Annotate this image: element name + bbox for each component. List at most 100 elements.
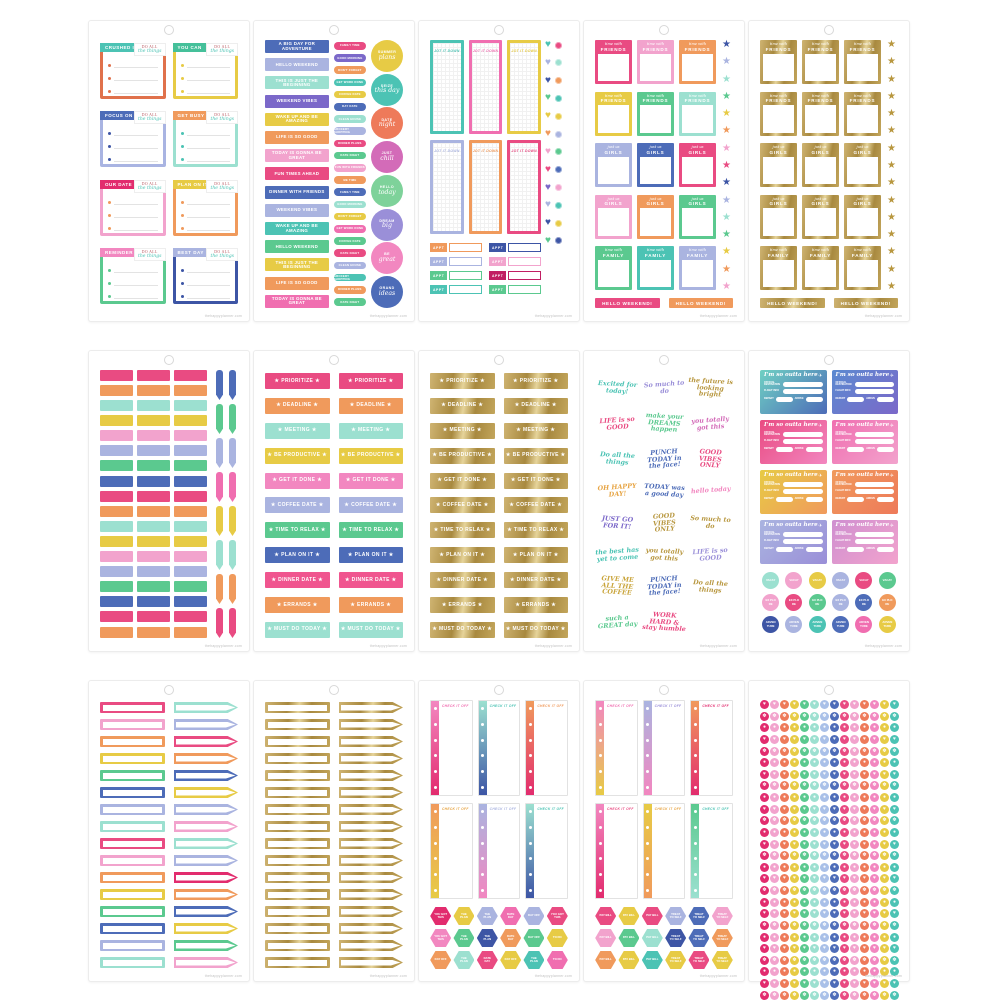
color-strip bbox=[137, 505, 170, 517]
phrase-strip: HELLO WEEKEND bbox=[265, 58, 329, 72]
dot-sticker: ♥ bbox=[850, 874, 859, 884]
punch-hole bbox=[824, 25, 834, 35]
checkbox-dot bbox=[433, 707, 437, 711]
star-icon: ★ bbox=[887, 194, 896, 206]
travel-circle: EX PLO RE bbox=[785, 594, 803, 611]
phrase-strip: THIS IS JUST THE BEGINNING bbox=[265, 258, 329, 272]
color-strip bbox=[137, 581, 170, 593]
destination-label: OFFICIAL DESTINATION bbox=[764, 430, 781, 436]
frame-window bbox=[805, 208, 836, 236]
frame-window bbox=[847, 260, 878, 288]
travel-title-row: I'm so outta here ✈ bbox=[836, 373, 895, 379]
frame-label-script: time with bbox=[604, 93, 623, 98]
mini-pill: GOOD MORNING bbox=[333, 200, 366, 209]
outline-arrow-inner bbox=[341, 806, 401, 813]
frame-window bbox=[763, 53, 794, 81]
outline-arrow bbox=[338, 872, 403, 883]
dot-sticker: ✽ bbox=[870, 886, 879, 895]
dot-sticker: ♥ bbox=[850, 839, 859, 849]
bullet-row bbox=[180, 192, 230, 205]
dot-sticker: ♥ bbox=[800, 804, 809, 814]
travel-circle: ADVEN TURE bbox=[808, 616, 826, 633]
dot-sticker: ● bbox=[860, 793, 869, 802]
outline-arrow-inner bbox=[176, 721, 236, 728]
word-strip: ★ PRIORITIZE ★ bbox=[430, 373, 495, 389]
do-all-the-things-tag: DO ALL the things bbox=[206, 43, 238, 57]
checkbox-dot bbox=[693, 888, 697, 892]
depart-blank bbox=[847, 546, 865, 552]
heart-icon: ♥ bbox=[545, 74, 551, 86]
frame-window bbox=[847, 208, 878, 236]
dot-sticker: ● bbox=[850, 758, 859, 768]
quote-sticker: JUST GO FOR IT! bbox=[601, 514, 634, 531]
sheet-content: ♥ ♥ ♥ ♥ ♥ ♥ ♥ ♥ ♥ ♥ ♥ ♥ ♥ ♥ ✽ ✽ ✽ ✽ ✽ ✽ ✽ ✽ ✽ ✽ ✽ ✽ ✽ ✽ ● ● ● ● ● ● ● ● ● ● ● ●… bbox=[760, 700, 899, 1000]
bullet-dot bbox=[180, 64, 184, 67]
quote-sticker: LIFE is so GOOD bbox=[599, 414, 635, 432]
mini-pill: DON'T FORGET bbox=[333, 66, 366, 74]
flag-marker bbox=[229, 506, 236, 536]
dot-sticker bbox=[554, 184, 562, 191]
frame-window bbox=[805, 53, 836, 81]
jot-box: JOT IT DOWN bbox=[430, 140, 464, 234]
checkbox-dot bbox=[646, 841, 650, 845]
frame-label-main: FRIENDS bbox=[642, 98, 669, 104]
checkbox-dot bbox=[693, 707, 697, 711]
mini-pill: COFFEE DATE bbox=[333, 237, 366, 245]
dot-sticker: ✽ bbox=[760, 920, 769, 930]
bullet-line bbox=[186, 123, 230, 137]
mini-pill: DINNER PLANS bbox=[333, 286, 366, 294]
dot-sticker: ♥ bbox=[760, 769, 769, 779]
dot-sticker: ● bbox=[840, 827, 849, 837]
frame-label-script: time with bbox=[811, 248, 830, 253]
flight-info-row: FLIGHT INFO bbox=[836, 489, 894, 494]
dot-sticker: ♥ bbox=[890, 734, 899, 744]
phrase-strips-col: A BIG DAY FOR ADVENTURE HELLO WEEKEND THIS… bbox=[265, 40, 329, 308]
dot-sticker: ● bbox=[810, 862, 819, 872]
appt-blank bbox=[508, 257, 541, 266]
word-strip: ★ GET IT DONE ★ bbox=[265, 472, 330, 489]
hex-sticker: DATE DAY bbox=[500, 907, 522, 925]
arrive-label: ARRIVE bbox=[866, 396, 876, 400]
photo-frame: time with FRIENDS bbox=[637, 91, 674, 136]
depart-label: DEPART bbox=[835, 496, 846, 500]
dot-sticker: ● bbox=[780, 862, 789, 872]
flight-info-label: FLIGHT INFO bbox=[764, 439, 780, 443]
destination-blank bbox=[783, 381, 823, 387]
word-strip: ★ MEETING ★ bbox=[503, 422, 568, 439]
outline-arrow bbox=[173, 804, 238, 815]
dot-sticker: ● bbox=[820, 793, 829, 802]
star-icon: ★ bbox=[887, 56, 896, 68]
dot-sticker: ✽ bbox=[760, 886, 769, 895]
checkbox-dot bbox=[433, 872, 437, 876]
star-icon: ★ bbox=[887, 263, 896, 275]
checkbox-dot bbox=[481, 825, 485, 829]
dot-sticker: ♥ bbox=[890, 909, 899, 919]
dot-sticker: ♥ bbox=[880, 979, 889, 988]
dot-sticker: ✽ bbox=[840, 816, 849, 826]
dot-sticker: ✽ bbox=[830, 920, 839, 930]
outline-arrow-inner bbox=[176, 874, 236, 881]
dot-sticker: ● bbox=[850, 932, 859, 942]
appt-label: APPT bbox=[489, 257, 507, 266]
outline-arrow bbox=[338, 940, 403, 951]
sticker-sheet-color-strips: thehappyplanner.com bbox=[88, 350, 250, 652]
todo-box: FOCUS ON DO ALL the things bbox=[100, 111, 166, 168]
dot-sticker: ● bbox=[840, 723, 849, 733]
dot-sticker: ✽ bbox=[860, 851, 869, 861]
photo-frame: time with FAMILY bbox=[760, 246, 797, 291]
dot-sticker: ♥ bbox=[830, 944, 839, 954]
quote-sticker: TODAY was a good day bbox=[643, 481, 685, 499]
frame-window bbox=[640, 105, 671, 133]
travel-circle: EX PLO RE bbox=[762, 594, 780, 611]
dot-sticker: ✽ bbox=[770, 955, 779, 965]
bullet-dot bbox=[108, 226, 111, 230]
dot-sticker: ● bbox=[800, 897, 809, 907]
color-strip bbox=[174, 415, 207, 427]
dot-sticker: ✽ bbox=[770, 746, 779, 756]
quote-sticker: PUNCH TODAY in the face! bbox=[646, 446, 682, 471]
word-strip: ★ MUST DO TODAY ★ bbox=[265, 621, 330, 638]
dot-sticker: ● bbox=[810, 897, 819, 907]
bullet-row bbox=[108, 81, 158, 94]
dot-sticker: ✽ bbox=[870, 746, 879, 756]
outline-arrow-inner bbox=[341, 738, 401, 745]
